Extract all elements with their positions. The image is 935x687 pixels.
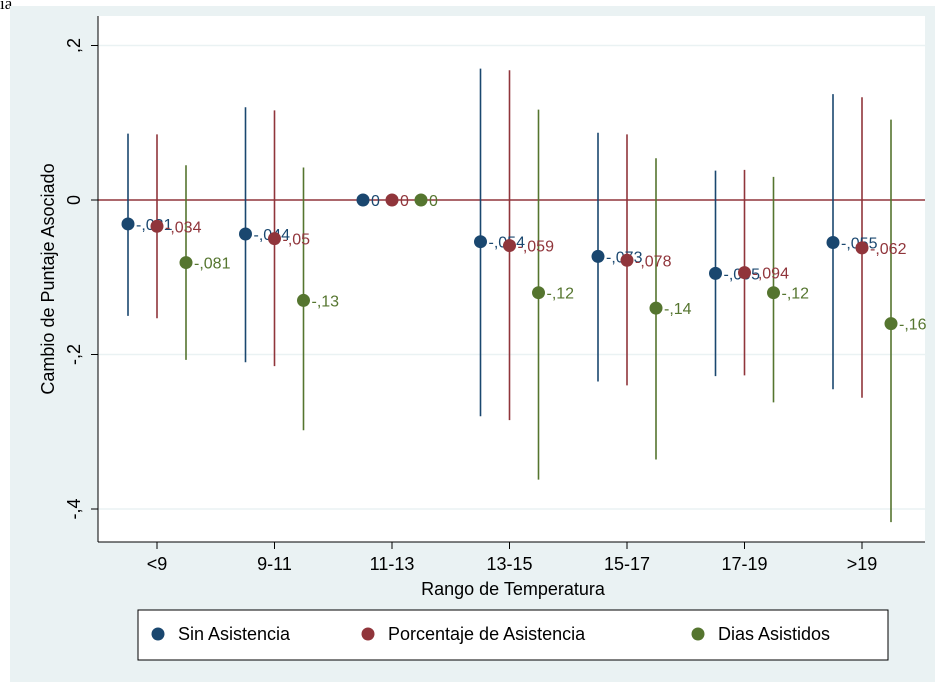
data-point [503, 239, 516, 253]
legend-marker [691, 627, 705, 641]
data-point [268, 232, 281, 246]
plot-area [98, 16, 925, 542]
legend-box [137, 609, 889, 661]
data-point [414, 193, 428, 207]
x-tick-label: 13-15 [486, 554, 532, 574]
legend-label: Porcentaje de Asistencia [388, 624, 586, 644]
x-tick-label: 15-17 [604, 554, 650, 574]
x-tick-label: <9 [147, 554, 168, 574]
data-label: -,13 [312, 293, 340, 310]
data-point [121, 217, 135, 231]
x-axis-label: Rango de Temperatura [421, 579, 606, 599]
data-label: 0 [371, 193, 380, 210]
data-point [884, 317, 898, 331]
data-point [826, 235, 840, 249]
x-tick-label: >19 [847, 554, 878, 574]
data-point [179, 256, 193, 270]
legend-marker [151, 627, 165, 641]
legend: Sin Asistencia Porcentaje de Asistencia Di… [151, 624, 830, 644]
y-tick-label: 0 [64, 195, 84, 205]
x-tick-label: 17-19 [721, 554, 767, 574]
x-tick-label: 11-13 [370, 554, 415, 574]
data-point [150, 219, 164, 233]
y-tick-label: ,2 [64, 38, 84, 53]
data-point [356, 193, 370, 207]
legend-marker [361, 627, 375, 641]
data-point [767, 286, 780, 300]
axes: ,2 0 -,2 -,4 <9 9-11 11-13 13-15 15-17 17-19 >19 [64, 16, 925, 574]
data-point [620, 253, 634, 267]
y-axis-label: Cambio de Puntaje Asociado [38, 163, 58, 394]
data-point [855, 241, 869, 255]
series-marks: -,031-,0440-,054-,073-,095-,055-,034-,05… [121, 68, 927, 523]
data-point [709, 266, 722, 280]
data-point [738, 266, 751, 280]
data-point [385, 193, 399, 207]
corner-text: ia [0, 0, 13, 13]
chart-panel: -,031-,0440-,054-,073-,095-,055-,034-,05… [10, 6, 935, 682]
data-label: -,059 [518, 239, 555, 256]
data-label: -,05 [283, 232, 311, 249]
data-label: -,094 [753, 266, 790, 283]
data-point [532, 286, 545, 300]
gridlines [98, 44, 925, 510]
data-label: -,12 [547, 286, 575, 303]
data-point [474, 235, 487, 249]
data-point [297, 293, 310, 307]
data-point [591, 249, 605, 263]
data-label: -,062 [870, 241, 907, 258]
y-tick-label: -,2 [64, 344, 84, 365]
data-label: -,16 [899, 317, 927, 334]
data-point [239, 227, 252, 241]
data-point [649, 301, 663, 315]
chart-svg: -,031-,0440-,054-,073-,095-,055-,034-,05… [38, 16, 927, 661]
data-label: -,081 [194, 256, 231, 273]
data-label: 0 [400, 193, 409, 210]
y-tick-label: -,4 [64, 498, 84, 519]
data-label: -,14 [664, 301, 692, 318]
data-label: -,12 [782, 286, 810, 303]
data-label: -,034 [165, 219, 202, 236]
legend-label: Sin Asistencia [178, 624, 291, 644]
data-label: -,078 [635, 253, 672, 270]
legend-label: Dias Asistidos [718, 624, 830, 644]
x-tick-label: 9-11 [257, 554, 292, 574]
data-label: 0 [429, 193, 438, 210]
